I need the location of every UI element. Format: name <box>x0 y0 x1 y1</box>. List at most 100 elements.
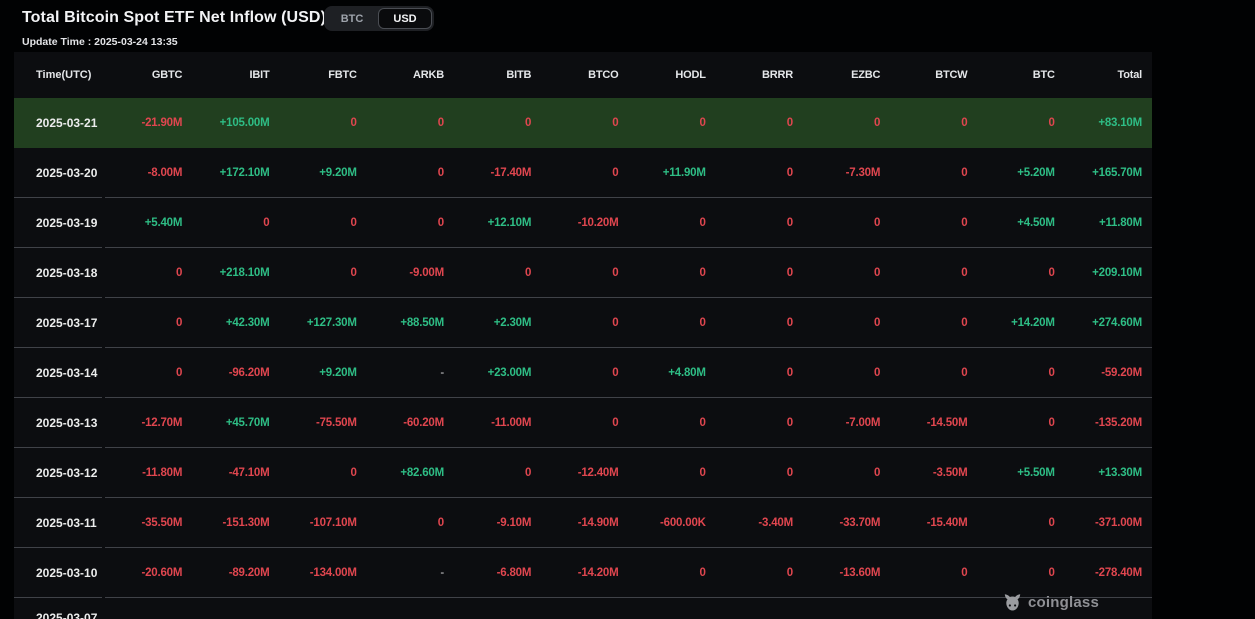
row-values: -20.60M -89.20M -134.00M - -6.80M -14.20M 0 0 -1… <box>105 548 1152 598</box>
table-row[interactable]: 2025-03-19 +5.40M 0 0 0 +12.10M -10.20M 0 0 0 0 +4.… <box>14 198 1152 248</box>
cell-ibit: +218.10M <box>219 266 270 279</box>
table-row[interactable]: 2025-03-21 -21.90M +105.00M 0 0 0 0 0 0 0 0 0 +83.10… <box>14 98 1152 148</box>
col-header-btcw: BTCW <box>935 69 968 81</box>
cell-total: +209.10M <box>1092 266 1142 279</box>
row-values: -12.70M +45.70M -75.50M -60.20M -11.00M 0 0 0 -7… <box>105 398 1152 448</box>
cell-btco: -12.40M <box>577 466 619 479</box>
cell-gbtc: -21.90M <box>141 116 183 129</box>
cell-total: -278.40M <box>1095 566 1142 579</box>
row-date: 2025-03-18 <box>14 248 102 298</box>
row-values: 0 +42.30M +127.30M +88.50M +2.30M 0 0 0 0 0 +14.20… <box>105 298 1152 348</box>
cell-fbtc: 0 <box>350 266 357 279</box>
cell-fbtc: +9.20M <box>319 366 357 379</box>
table-row[interactable]: 2025-03-14 0 -96.20M +9.20M - +23.00M 0 +4.80M 0… <box>14 348 1152 398</box>
cell-btcw: 0 <box>961 166 968 179</box>
cell-brrr: 0 <box>786 316 793 329</box>
cell-btcw: 0 <box>961 316 968 329</box>
cell-total: -135.20M <box>1095 416 1142 429</box>
etf-netflow-table: Time(UTC) GBTC IBIT FBTC ARKB BITB BTCO HODL BRR… <box>14 52 1152 619</box>
table-row[interactable]: 2025-03-13 -12.70M +45.70M -75.50M -60.20M -1… <box>14 398 1152 448</box>
cell-ibit: -89.20M <box>228 566 270 579</box>
currency-toggle: BTC USD <box>324 6 434 31</box>
cell-btcw: -3.50M <box>932 466 968 479</box>
col-header-arkb: ARKB <box>413 69 444 81</box>
cell-btcw: 0 <box>961 566 968 579</box>
table-row[interactable]: 2025-03-11 -35.50M -151.30M -107.10M 0 -9.10M… <box>14 498 1152 548</box>
cell-bitb: -11.00M <box>491 416 532 429</box>
bull-icon <box>1004 594 1021 611</box>
coinglass-watermark: coinglass <box>1002 591 1099 614</box>
cell-total: +13.30M <box>1098 466 1142 479</box>
cell-total: -371.00M <box>1095 516 1142 529</box>
cell-fbtc: -75.50M <box>315 416 357 429</box>
toggle-usd-button[interactable]: USD <box>378 8 432 29</box>
col-header-ibit: IBIT <box>249 69 270 81</box>
row-values: -11.80M -47.10M 0 +82.60M 0 -12.40M 0 0 0 -3.50M +… <box>105 448 1152 498</box>
cell-arkb: 0 <box>437 166 444 179</box>
cell-btcw: -14.50M <box>926 416 968 429</box>
cell-total: +165.70M <box>1092 166 1142 179</box>
cell-brrr: 0 <box>786 166 793 179</box>
cell-ibit: +45.70M <box>225 416 270 429</box>
cell-ezbc: -7.00M <box>845 416 881 429</box>
col-header-btc: BTC <box>1032 69 1055 81</box>
cell-btc: 0 <box>1048 416 1055 429</box>
cell-bitb: 0 <box>525 116 532 129</box>
cell-total: -59.20M <box>1101 366 1142 379</box>
cell-brrr: 0 <box>786 216 793 229</box>
cell-ibit: +42.30M <box>225 316 270 329</box>
cell-fbtc: 0 <box>350 116 357 129</box>
cell-btcw: 0 <box>961 266 968 279</box>
cell-btcw: -15.40M <box>926 516 968 529</box>
table-row[interactable]: 2025-03-07 <box>14 598 1152 619</box>
cell-arkb: 0 <box>437 216 444 229</box>
cell-hodl: 0 <box>699 416 706 429</box>
table-header-row: Time(UTC) GBTC IBIT FBTC ARKB BITB BTCO HODL BRR… <box>14 52 1152 98</box>
cell-arkb: 0 <box>437 116 444 129</box>
cell-ezbc: -7.30M <box>845 166 881 179</box>
table-row[interactable]: 2025-03-10 -20.60M -89.20M -134.00M - -6.80M -… <box>14 548 1152 598</box>
cell-hodl: 0 <box>699 566 706 579</box>
cell-btc: +5.50M <box>1017 466 1055 479</box>
cell-btco: -10.20M <box>577 216 619 229</box>
table-row[interactable]: 2025-03-20 -8.00M +172.10M +9.20M 0 -17.40M 0 +… <box>14 148 1152 198</box>
cell-ezbc: 0 <box>874 266 881 279</box>
table-row[interactable]: 2025-03-18 0 +218.10M 0 -9.00M 0 0 0 0 0 0 0 +209.10… <box>14 248 1152 298</box>
cell-arkb: -60.20M <box>403 416 444 429</box>
cell-hodl: -600.00K <box>660 516 706 529</box>
col-header-hodl: HODL <box>675 69 706 81</box>
cell-gbtc: -35.50M <box>141 516 183 529</box>
cell-fbtc: +9.20M <box>319 166 357 179</box>
cell-btcw: 0 <box>961 366 968 379</box>
row-date: 2025-03-21 <box>36 115 98 130</box>
cell-btc: 0 <box>1048 116 1055 129</box>
cell-btco: -14.20M <box>577 566 619 579</box>
cell-bitb: -17.40M <box>490 166 532 179</box>
table-row[interactable]: 2025-03-17 0 +42.30M +127.30M +88.50M +2.30M 0… <box>14 298 1152 348</box>
cell-btc: 0 <box>1048 566 1055 579</box>
cell-fbtc: +127.30M <box>306 316 357 329</box>
cell-hodl: 0 <box>699 466 706 479</box>
toggle-btc-button[interactable]: BTC <box>326 8 378 29</box>
cell-fbtc: 0 <box>350 466 357 479</box>
cell-arkb: - <box>440 566 444 579</box>
cell-gbtc: 0 <box>176 366 183 379</box>
cell-bitb: -6.80M <box>496 566 532 579</box>
table-row[interactable]: 2025-03-12 -11.80M -47.10M 0 +82.60M 0 -12.40M… <box>14 448 1152 498</box>
row-date: 2025-03-10 <box>14 548 102 598</box>
row-values: 0 -96.20M +9.20M - +23.00M 0 +4.80M 0 0 0 0 -59.20M <box>105 348 1152 398</box>
row-date: 2025-03-17 <box>14 298 102 348</box>
cell-total: +83.10M <box>1098 116 1142 129</box>
cell-btcw: 0 <box>961 116 968 129</box>
cell-bitb: +23.00M <box>487 366 532 379</box>
cell-gbtc: -20.60M <box>141 566 183 579</box>
page-title: Total Bitcoin Spot ETF Net Inflow (USD) <box>22 9 327 26</box>
cell-hodl: 0 <box>699 266 706 279</box>
cell-btc: +14.20M <box>1011 316 1055 329</box>
row-date: 2025-03-11 <box>14 498 102 548</box>
cell-gbtc: 0 <box>176 266 183 279</box>
col-header-total: Total <box>1117 69 1143 81</box>
cell-ibit: +105.00M <box>219 116 270 129</box>
cell-fbtc: 0 <box>350 216 357 229</box>
row-date: 2025-03-13 <box>14 398 102 448</box>
